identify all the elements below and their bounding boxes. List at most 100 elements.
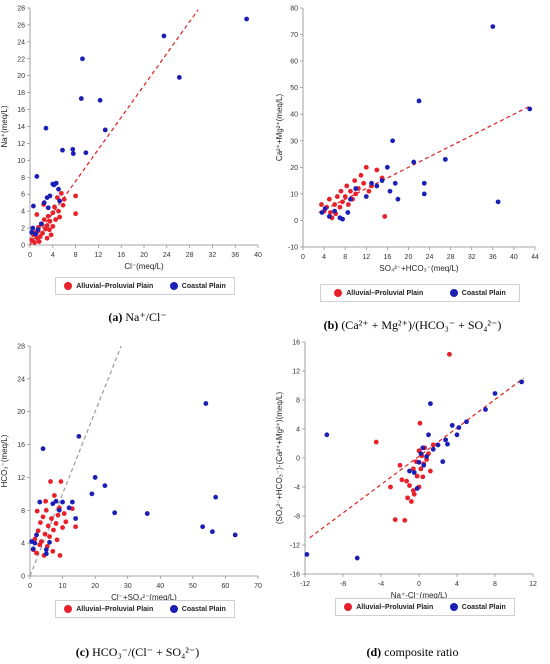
y-tick-label: 8 xyxy=(21,508,25,515)
data-point-coastal xyxy=(232,532,238,538)
y-tick-label: 0 xyxy=(21,243,25,250)
data-point-alluvial xyxy=(57,553,63,558)
y-tick-label: 60 xyxy=(290,59,298,66)
x-tick-label: 16 xyxy=(383,254,391,261)
data-point-coastal xyxy=(392,180,398,186)
data-point-coastal xyxy=(374,183,380,189)
data-point-alluvial xyxy=(58,479,64,484)
y-tick-label: 4 xyxy=(296,427,300,434)
chart-a-legend: Alluvial–Proluvial Plain Coastal Plain xyxy=(55,277,235,295)
data-point-alluvial xyxy=(326,196,332,202)
data-point-coastal xyxy=(203,401,209,406)
legend-dot-alluvial xyxy=(64,605,73,613)
legend-label-coastal: Coastal Plain xyxy=(181,605,226,613)
legend-dot-coastal xyxy=(449,289,458,297)
data-point-coastal xyxy=(50,501,56,507)
data-point-coastal xyxy=(324,432,330,438)
x-tick-label: 50 xyxy=(189,583,197,590)
x-tick-label: 20 xyxy=(91,583,99,590)
data-point-alluvial xyxy=(42,531,48,537)
x-tick-label: 32 xyxy=(209,252,217,259)
data-point-alluvial xyxy=(46,227,52,233)
legend-label-coastal: Coastal Plain xyxy=(181,282,226,290)
data-point-alluvial xyxy=(50,210,56,216)
data-point-coastal xyxy=(83,150,89,156)
x-tick-label: 8 xyxy=(493,581,497,588)
data-point-coastal xyxy=(60,499,65,505)
data-point-alluvial xyxy=(405,495,410,501)
data-point-alluvial xyxy=(348,188,353,194)
x-tick-label: 20 xyxy=(405,254,413,261)
y-tick-label: 16 xyxy=(17,107,25,114)
data-point-alluvial xyxy=(411,491,417,497)
y-axis-label: Na⁺(meq/L) xyxy=(0,105,9,147)
data-point-alluvial xyxy=(353,191,359,197)
data-point-alluvial xyxy=(45,523,51,529)
data-point-coastal xyxy=(353,186,359,191)
chart-c-caption: (c) HCO₃⁻/(Cl⁻ + SO₄²⁻) xyxy=(0,645,275,660)
data-point-coastal xyxy=(442,156,448,162)
legend-item-alluvial: Alluvial–Proluvial Plain xyxy=(344,603,433,611)
chart-b-caption: (b) (Ca²⁺ + Mg²⁺)/(HCO₃⁻ + SO₄²⁻) xyxy=(275,318,550,333)
y-tick-label: 26 xyxy=(17,22,25,29)
data-point-alluvial xyxy=(34,212,40,217)
data-point-coastal xyxy=(76,433,82,439)
data-point-alluvial xyxy=(73,193,78,199)
chart-panel-b: 0 4 8 12 16 20 24 28 32 36 40 44 -10 0 10 20 30 40 50 60 70 8… xyxy=(275,0,550,333)
y-tick-label: 50 xyxy=(290,85,298,92)
x-tick-label: 0 xyxy=(417,581,421,588)
data-point-coastal xyxy=(421,191,427,197)
data-point-coastal xyxy=(102,127,108,133)
data-point-coastal xyxy=(112,510,118,516)
data-point-alluvial xyxy=(43,498,49,504)
legend-dot-alluvial xyxy=(64,282,73,290)
data-point-alluvial xyxy=(50,223,56,229)
data-point-alluvial xyxy=(52,204,57,210)
data-point-coastal xyxy=(34,532,39,538)
legend-item-coastal: Coastal Plain xyxy=(449,289,506,297)
data-point-alluvial xyxy=(53,521,59,526)
data-point-alluvial xyxy=(61,196,67,202)
x-tick-label: 24 xyxy=(426,254,434,261)
data-point-alluvial xyxy=(366,188,372,194)
data-point-alluvial xyxy=(388,484,393,490)
data-point-alluvial xyxy=(340,199,345,205)
data-point-coastal xyxy=(428,401,433,407)
legend-label-coastal: Coastal Plain xyxy=(461,603,506,611)
data-point-coastal xyxy=(144,511,150,516)
data-point-coastal xyxy=(29,229,35,235)
data-point-alluvial xyxy=(334,194,340,199)
data-point-coastal xyxy=(41,200,47,206)
y-tick-label: 40 xyxy=(290,112,298,119)
x-tick-label: 4 xyxy=(51,252,55,259)
x-tick-label: 40 xyxy=(156,583,164,590)
data-point-coastal xyxy=(57,198,63,204)
data-point-coastal xyxy=(387,188,393,194)
legend-dot-coastal xyxy=(169,605,178,613)
data-point-coastal xyxy=(34,174,40,179)
data-point-coastal xyxy=(70,151,76,156)
data-point-coastal xyxy=(39,221,44,227)
data-point-coastal xyxy=(92,475,98,480)
data-point-alluvial xyxy=(41,217,47,223)
y-tick-label: 20 xyxy=(17,73,25,80)
x-tick-label: 44 xyxy=(531,254,539,261)
legend-label-alluvial: Alluvial–Proluvial Plain xyxy=(356,603,434,611)
data-point-coastal xyxy=(421,180,427,186)
legend-item-alluvial: Alluvial–Proluvial Plain xyxy=(64,282,153,290)
chart-c-legend: Alluvial–Proluvial Plain Coastal Plain xyxy=(55,600,235,618)
x-axis-label: Cl⁻(meq/L) xyxy=(124,262,164,271)
data-point-coastal xyxy=(200,524,206,530)
chart-panel-c: 0 10 20 30 40 50 60 70 0 4 8 12 16 20 24 28 Cl⁻+SO₄²⁻(me… xyxy=(0,332,275,664)
data-point-coastal xyxy=(73,516,78,521)
data-point-alluvial xyxy=(35,528,41,534)
data-point-alluvial xyxy=(337,204,343,210)
x-axis-label: SO₄²⁻+HCO₃⁻(meq/L) xyxy=(379,264,459,273)
data-point-coastal xyxy=(78,96,84,101)
data-point-coastal xyxy=(363,194,369,199)
chart-a-caption-letter: (a) xyxy=(108,310,123,324)
data-point-coastal xyxy=(464,419,469,425)
x-tick-label: 24 xyxy=(163,252,171,259)
data-point-alluvial xyxy=(50,548,56,554)
legend-item-coastal: Coastal Plain xyxy=(169,605,226,613)
